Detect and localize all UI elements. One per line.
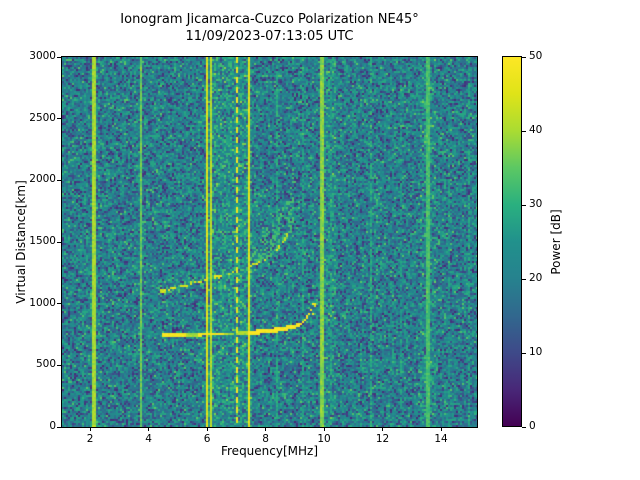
y-tick-label: 0	[49, 420, 56, 432]
y-tick-mark	[57, 241, 61, 243]
chart-title-line1: Ionogram Jicamarca-Cuzco Polarization NE…	[120, 12, 419, 27]
chart-title-line2: 11/09/2023-07:13:05 UTC	[185, 29, 354, 44]
ionogram-heatmap	[62, 57, 477, 427]
y-tick-mark	[57, 179, 61, 181]
y-tick-mark	[57, 303, 61, 305]
x-axis-label: Frequency[MHz]	[220, 444, 319, 458]
y-tick-mark	[57, 118, 61, 120]
colorbar-tick-mark	[522, 204, 526, 206]
y-tick-mark	[57, 364, 61, 366]
x-tick-label: 12	[375, 433, 390, 445]
colorbar-gradient	[502, 56, 522, 427]
y-tick-label: 1000	[29, 296, 56, 309]
colorbar-label: Power [dB]	[549, 209, 563, 275]
x-tick-mark	[382, 427, 384, 431]
x-tick-label: 10	[317, 433, 331, 445]
x-tick-mark	[89, 427, 91, 431]
x-tick-label: 14	[434, 433, 448, 445]
x-tick-label: 6	[203, 433, 211, 445]
colorbar-tick-mark	[522, 130, 526, 132]
colorbar-tick-label: 10	[529, 346, 543, 358]
colorbar-tick-mark	[522, 56, 526, 58]
colorbar-tick-mark	[522, 278, 526, 280]
colorbar-tick-label: 30	[529, 198, 543, 210]
y-tick-label: 500	[35, 358, 56, 371]
y-tick-mark	[57, 56, 61, 58]
colorbar-tick-label: 50	[529, 50, 543, 62]
colorbar-tick-label: 0	[529, 420, 536, 432]
chart-title: Ionogram Jicamarca-Cuzco Polarization NE…	[62, 11, 477, 45]
y-tick-label: 2500	[29, 111, 56, 124]
colorbar-tick-label: 40	[529, 124, 543, 136]
y-tick-label: 2000	[29, 173, 56, 186]
x-tick-label: 8	[262, 433, 269, 445]
y-tick-label: 1500	[29, 235, 56, 247]
x-tick-mark	[265, 427, 267, 431]
colorbar-tick-label: 20	[529, 272, 543, 284]
plot-frame	[61, 56, 478, 428]
y-tick-mark	[57, 426, 61, 428]
colorbar-tick-mark	[522, 426, 526, 428]
x-tick-label: 2	[86, 433, 94, 445]
x-tick-label: 4	[145, 433, 152, 445]
x-tick-mark	[206, 427, 208, 431]
colorbar-tick-mark	[522, 352, 526, 354]
x-tick-mark	[148, 427, 150, 431]
y-tick-label: 3000	[29, 50, 56, 62]
x-tick-mark	[323, 427, 325, 431]
x-tick-mark	[440, 427, 442, 431]
